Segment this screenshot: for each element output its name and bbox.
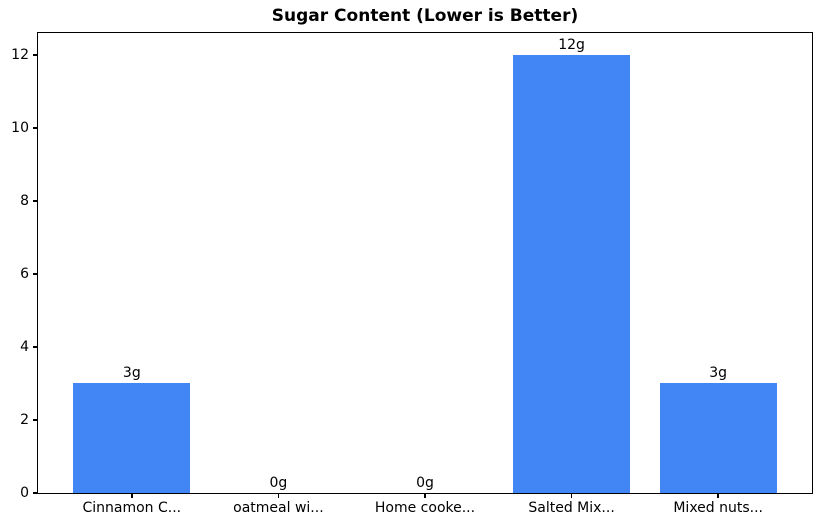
bar-value-label: 3g (709, 365, 728, 382)
y-tick-label: 2 (20, 411, 29, 428)
plot-area: 0 2 4 6 8 10 12 3g Cinnamon C... 0g oatmeal wi... 0… (11, 32, 813, 516)
bar-value-label: 12g (558, 36, 585, 53)
bar-value-label: 3g (122, 365, 141, 382)
x-tick-label: oatmeal wi... (233, 500, 324, 516)
bar (512, 54, 631, 493)
y-tick-mark (33, 419, 37, 421)
bar-value-label: 0g (416, 475, 434, 491)
y-tick-mark (33, 273, 37, 275)
x-tick-label: Mixed nuts... (673, 500, 763, 516)
x-tick-mark (131, 494, 133, 498)
x-tick-label: Salted Mix... (528, 500, 615, 516)
x-tick-label: Home cooke... (374, 500, 476, 516)
y-tick-label: 4 (20, 338, 29, 355)
y-tick-label: 12 (11, 46, 29, 63)
chart-title: Sugar Content (Lower is Better) (271, 6, 579, 26)
y-tick-mark (33, 127, 37, 129)
bar (659, 383, 777, 493)
y-tick-label: 6 (20, 265, 29, 282)
x-tick-mark (277, 494, 280, 498)
y-tick-mark (33, 492, 37, 494)
y-tick-label: 10 (11, 119, 29, 136)
x-tick-mark (424, 494, 426, 498)
y-tick-mark (33, 346, 37, 348)
x-tick-label: Cinnamon C... (82, 500, 182, 516)
y-tick-mark (33, 200, 37, 202)
y-tick-label: 0 (20, 485, 29, 501)
y-tick-label: 8 (20, 192, 29, 209)
y-tick-mark (33, 54, 37, 56)
x-tick-mark (717, 494, 719, 498)
x-tick-mark (570, 494, 573, 498)
bar (73, 383, 191, 493)
bar-value-label: 0g (269, 475, 288, 491)
